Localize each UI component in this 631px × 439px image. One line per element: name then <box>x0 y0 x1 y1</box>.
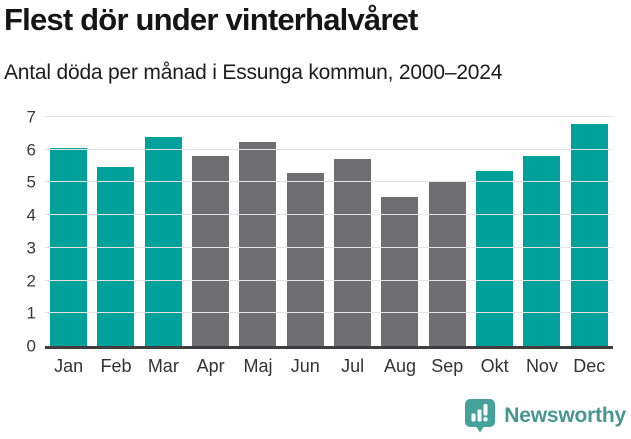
x-tick-label-mar: Mar <box>147 356 179 376</box>
bar-column-jun <box>282 117 329 346</box>
gridline-7 <box>45 116 613 117</box>
x-tick-label-okt: Okt <box>480 356 509 376</box>
bar-jun <box>286 173 324 346</box>
bar-dec <box>570 123 608 346</box>
x-tick-label-jun: Jun <box>290 356 320 376</box>
bar-jul <box>334 158 372 346</box>
x-tick-label-feb: Feb <box>100 356 132 376</box>
y-tick-label-7: 7 <box>26 107 36 127</box>
x-axis-line <box>45 346 613 349</box>
bar-column-sep <box>424 117 471 346</box>
gridline-4 <box>45 214 613 216</box>
newsworthy-branding: Newsworthy <box>463 397 626 435</box>
bar-chart-plot-area: 0 1 2 3 4 5 6 7 <box>27 109 613 355</box>
bar-column-apr <box>187 117 234 346</box>
gridline-3 <box>45 246 613 248</box>
x-tick-label-apr: Apr <box>196 356 225 376</box>
x-tick-label-jul: Jul <box>341 356 365 376</box>
y-tick-label-2: 2 <box>26 271 36 291</box>
gridline-5 <box>45 181 613 183</box>
gridline-1 <box>45 312 613 314</box>
bar-column-dec <box>566 117 613 346</box>
bar-feb <box>97 166 135 346</box>
y-tick-label-4: 4 <box>26 205 36 225</box>
chart-subtitle: Antal döda per månad i Essunga kommun, 2… <box>4 61 503 84</box>
bar-okt <box>476 170 514 346</box>
x-tick-label-nov: Nov <box>525 356 558 376</box>
y-tick-label-5: 5 <box>26 172 36 192</box>
bars-container <box>45 117 613 346</box>
bar-column-maj <box>234 117 281 346</box>
newsworthy-logo-text: Newsworthy <box>504 404 626 427</box>
bar-nov <box>523 156 561 346</box>
gridline-6 <box>45 148 613 150</box>
gridline-2 <box>45 279 613 281</box>
bar-maj <box>239 141 277 346</box>
x-tick-label-sep: Sep <box>431 356 464 376</box>
x-tick-label-maj: Maj <box>243 356 273 376</box>
bar-apr <box>192 156 230 346</box>
bar-aug <box>381 196 419 346</box>
x-tick-label-dec: Dec <box>573 356 606 376</box>
x-axis-labels: Jan Feb Mar Apr Maj Jun Jul Aug Sep Okt Nov Dec <box>45 356 613 377</box>
chart-title: Flest dör under vinterhalvåret <box>4 2 418 37</box>
x-tick-label-aug: Aug <box>383 356 416 376</box>
bar-column-mar <box>140 117 187 346</box>
y-tick-label-0: 0 <box>26 336 36 356</box>
newsworthy-logo-icon <box>465 399 496 433</box>
bar-column-aug <box>376 117 423 346</box>
x-tick-label-jan: Jan <box>54 356 84 376</box>
bar-column-nov <box>518 117 565 346</box>
bar-mar <box>144 136 182 346</box>
bar-sep <box>428 182 466 346</box>
y-tick-label-1: 1 <box>26 303 36 323</box>
y-tick-label-6: 6 <box>26 140 36 160</box>
bar-column-okt <box>471 117 518 346</box>
y-tick-label-3: 3 <box>26 238 36 258</box>
bar-column-jul <box>329 117 376 346</box>
bar-column-feb <box>92 117 139 346</box>
